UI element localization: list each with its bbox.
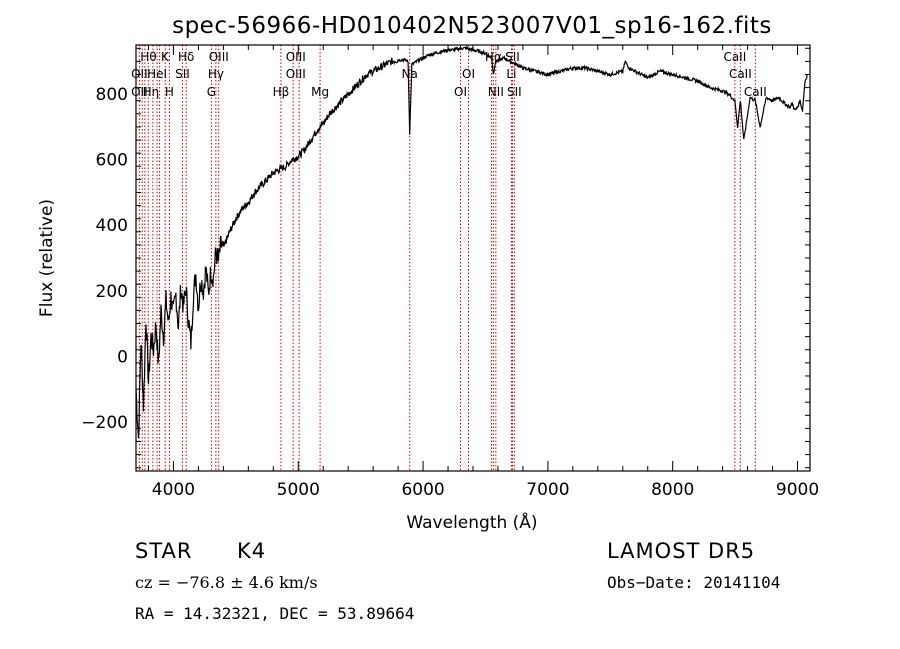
coordinates: RA = 14.32321, DEC = 53.89664 — [135, 604, 415, 623]
y-tick-label: 400 — [96, 216, 128, 236]
y-tick-label: 800 — [96, 85, 128, 105]
observation-date: Obs−Date: 20141104 — [607, 573, 781, 592]
chart-title: spec-56966-HD010402N523007V01_sp16-162.f… — [172, 13, 772, 39]
line-markers — [138, 45, 756, 471]
marker-label: SII — [507, 85, 522, 99]
marker-label: OIII — [286, 67, 306, 81]
y-axis-label: Flux (relative) — [37, 199, 57, 317]
marker-label: Mg — [311, 85, 329, 99]
x-tick-label: 5000 — [277, 480, 320, 500]
marker-label: Hθ — [140, 50, 156, 64]
x-tick-label: 8000 — [651, 480, 694, 500]
marker-label: SII — [175, 67, 190, 81]
x-tick-label: 7000 — [526, 480, 569, 500]
marker-label: OII — [131, 85, 148, 99]
spectrum-line — [135, 45, 809, 439]
marker-label: Na — [402, 67, 418, 81]
plot-frame — [135, 44, 811, 472]
marker-label: CaII — [729, 67, 752, 81]
marker-label: OIII — [209, 50, 229, 64]
marker-label: K — [161, 50, 170, 64]
marker-label: HeI — [147, 67, 167, 81]
axis-ticks — [136, 45, 810, 471]
marker-label: Hβ — [273, 85, 290, 99]
survey-name: LAMOST DR5 — [607, 539, 756, 563]
marker-label: OI — [454, 85, 467, 99]
marker-label: SII — [505, 50, 520, 64]
marker-label: OI — [462, 67, 475, 81]
y-tick-label: −200 — [81, 413, 128, 433]
marker-label: Hη — [143, 85, 160, 99]
spectral-subclass: K4 — [237, 539, 267, 563]
marker-label: H — [165, 85, 174, 99]
marker-label: NII — [488, 85, 504, 99]
marker-label: Hγ — [208, 67, 224, 81]
x-tick-label: 6000 — [401, 480, 444, 500]
marker-label: OIII — [286, 50, 306, 64]
x-tick-label: 9000 — [776, 480, 819, 500]
axis-tick-labels: 4000 5000 6000 7000 8000 9000 −200 0 200 400 600 80… — [81, 85, 819, 500]
y-tick-label: 200 — [96, 282, 128, 302]
marker-label: Hδ — [178, 50, 194, 64]
marker-label: CaII — [723, 50, 746, 64]
x-axis-label: Wavelength (Å) — [406, 511, 537, 533]
marker-label: Li — [506, 67, 516, 81]
marker-label: G — [207, 85, 216, 99]
x-tick-label: 4000 — [152, 480, 195, 500]
y-tick-label: 600 — [96, 151, 128, 171]
y-tick-label: 0 — [117, 347, 128, 367]
redshift-velocity: cz = −76.8 ± 4.6 km/s — [135, 573, 318, 592]
marker-label: CaII — [744, 85, 767, 99]
object-class: STAR — [135, 539, 193, 563]
